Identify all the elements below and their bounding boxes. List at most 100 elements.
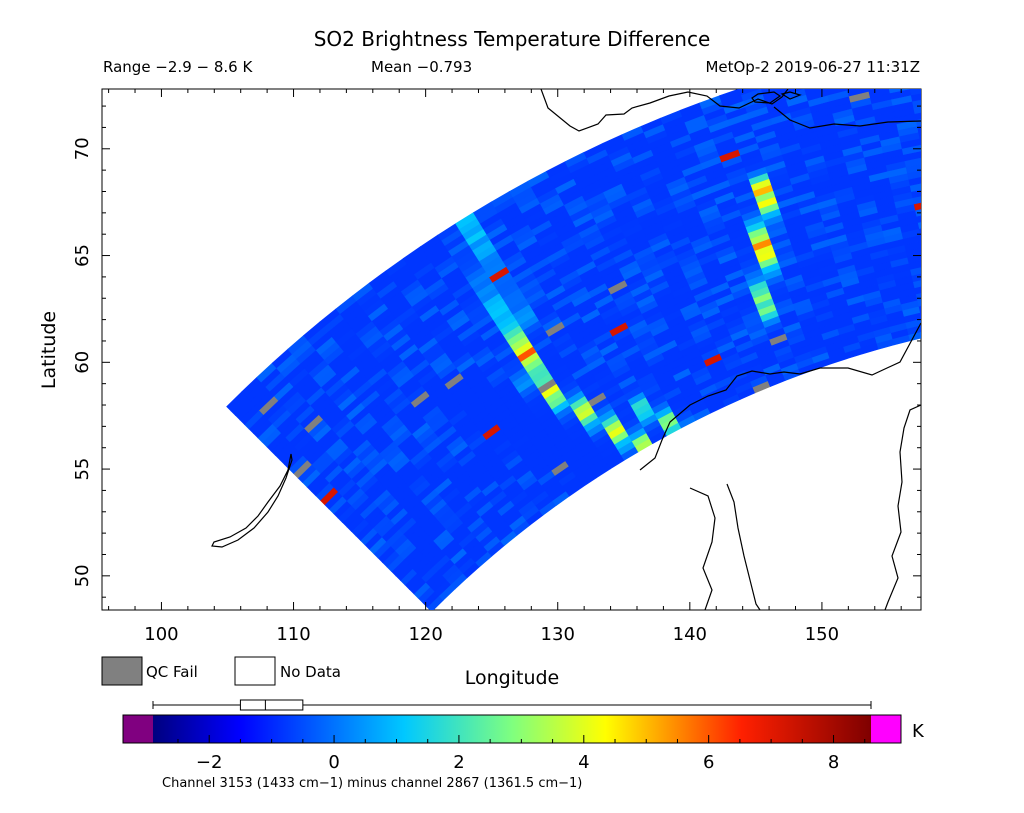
swath-cell: [932, 94, 953, 104]
swath-cell: [937, 305, 955, 315]
swath-cell: [948, 66, 969, 75]
colorbar: K −2 0 2 4 6 8 Channel 3153 (1433 cm−1) minus…: [122, 714, 925, 791]
x-tick-label: 110: [276, 624, 310, 645]
swath-cell: [909, 89, 921, 96]
swath-cell: [804, 89, 827, 95]
swath-cell: [1009, 58, 1024, 67]
swath-cell: [954, 212, 973, 221]
chart-title: SO2 Brightness Temperature Difference: [314, 27, 711, 51]
y-tick-label: 65: [72, 244, 93, 267]
x-axis-label: Longitude: [465, 667, 560, 689]
swath-cell: [1003, 173, 1022, 182]
swath-cell: [934, 293, 952, 303]
swath-cell: [922, 147, 942, 157]
swath-cell: [992, 85, 1013, 94]
swath-cell: [1002, 161, 1021, 170]
swath-cell: [987, 188, 1006, 197]
coastline-amur: [689, 487, 716, 610]
swath-cell: [959, 134, 979, 143]
swath-cell: [881, 46, 903, 56]
swath-cell: [984, 284, 1002, 293]
swath-cell: [929, 268, 947, 278]
swath-cell: [996, 117, 1016, 126]
swath-cell: [985, 175, 1004, 184]
swath-cell: [931, 88, 952, 98]
legend-no-data-swatch: [234, 656, 276, 686]
swath-cell: [988, 309, 1005, 318]
swath-cell: [1020, 298, 1024, 306]
swath-cell: [825, 89, 848, 96]
swath-cell: [937, 221, 956, 231]
swath-cell: [925, 327, 942, 337]
swath-cell: [912, 195, 921, 205]
legend-qc-fail-swatch: [101, 656, 143, 686]
swath-cell: [985, 35, 1006, 44]
swath-cell: [991, 213, 1010, 222]
swath-cell: [914, 286, 921, 295]
swath-cell: [846, 89, 853, 91]
swath-cell: [930, 82, 951, 92]
swath-cell: [718, 89, 742, 103]
swath-cell: [997, 129, 1017, 138]
swath-cell: [923, 321, 941, 331]
swath-cell: [1019, 146, 1024, 154]
swath-cell: [973, 94, 994, 103]
y-tick-label: 60: [72, 351, 93, 374]
swath-cell: [905, 247, 921, 258]
swath-cell: [1018, 286, 1024, 294]
swath-cell: [1010, 71, 1024, 79]
swath-cell: [936, 215, 955, 225]
swath-cell: [972, 209, 991, 218]
swath-cell: [1013, 248, 1024, 256]
swath-cell: [938, 125, 958, 135]
coastline-island-2: [780, 91, 802, 100]
legend-no-data-label: No Data: [280, 663, 341, 681]
swath-cell: [926, 63, 947, 73]
swath-cell: [1001, 154, 1021, 163]
swath-cell: [986, 297, 1004, 306]
swath-cell: [942, 246, 960, 256]
swath-cell: [918, 131, 921, 139]
swath-cell: [996, 250, 1014, 259]
swath-cell: [918, 305, 921, 313]
swath-cell: [913, 105, 921, 114]
swath-cell: [1012, 236, 1024, 244]
mean-text: Mean −0.793: [371, 58, 472, 76]
swath-cell: [1004, 300, 1021, 309]
swath-cell: [969, 69, 990, 78]
swath-cell: [920, 234, 921, 238]
swath-cell: [967, 184, 986, 193]
swath-cell: [953, 97, 974, 106]
swath-cell: [1018, 140, 1024, 148]
swath-cell: [781, 76, 803, 88]
swath-cell: [960, 141, 980, 150]
swath-cell: [923, 44, 945, 54]
swath-cell: [1007, 46, 1024, 55]
swath-cell: [1020, 159, 1024, 167]
swath-cell: [974, 101, 995, 110]
swath-cell: [992, 92, 1013, 101]
swath-cell: [1017, 133, 1024, 141]
x-tick-label: 130: [541, 624, 575, 645]
swath-cell: [997, 123, 1017, 132]
swath-cell: [982, 272, 1000, 281]
colorbar-overflow: [871, 715, 901, 743]
swath-cell: [987, 303, 1004, 312]
swath-cell: [974, 222, 993, 231]
swath-cell: [1015, 261, 1024, 269]
swath-cell: [952, 296, 970, 305]
y-axis: 50 55 60 65 70: [72, 105, 921, 598]
swath-cell: [941, 144, 961, 154]
swath-cell: [1016, 121, 1024, 129]
swath-cell: [995, 244, 1013, 253]
swath-cell: [970, 197, 989, 206]
swath-cell: [989, 200, 1008, 209]
swath-cell: [955, 110, 975, 119]
swath-cell: [953, 302, 971, 311]
swath-cell: [931, 190, 950, 200]
plot-area: [101, 35, 1024, 611]
swath-cell: [955, 218, 974, 227]
swath-cell: [972, 312, 989, 321]
swath-cell: [930, 184, 949, 194]
swath-cell: [940, 234, 959, 244]
